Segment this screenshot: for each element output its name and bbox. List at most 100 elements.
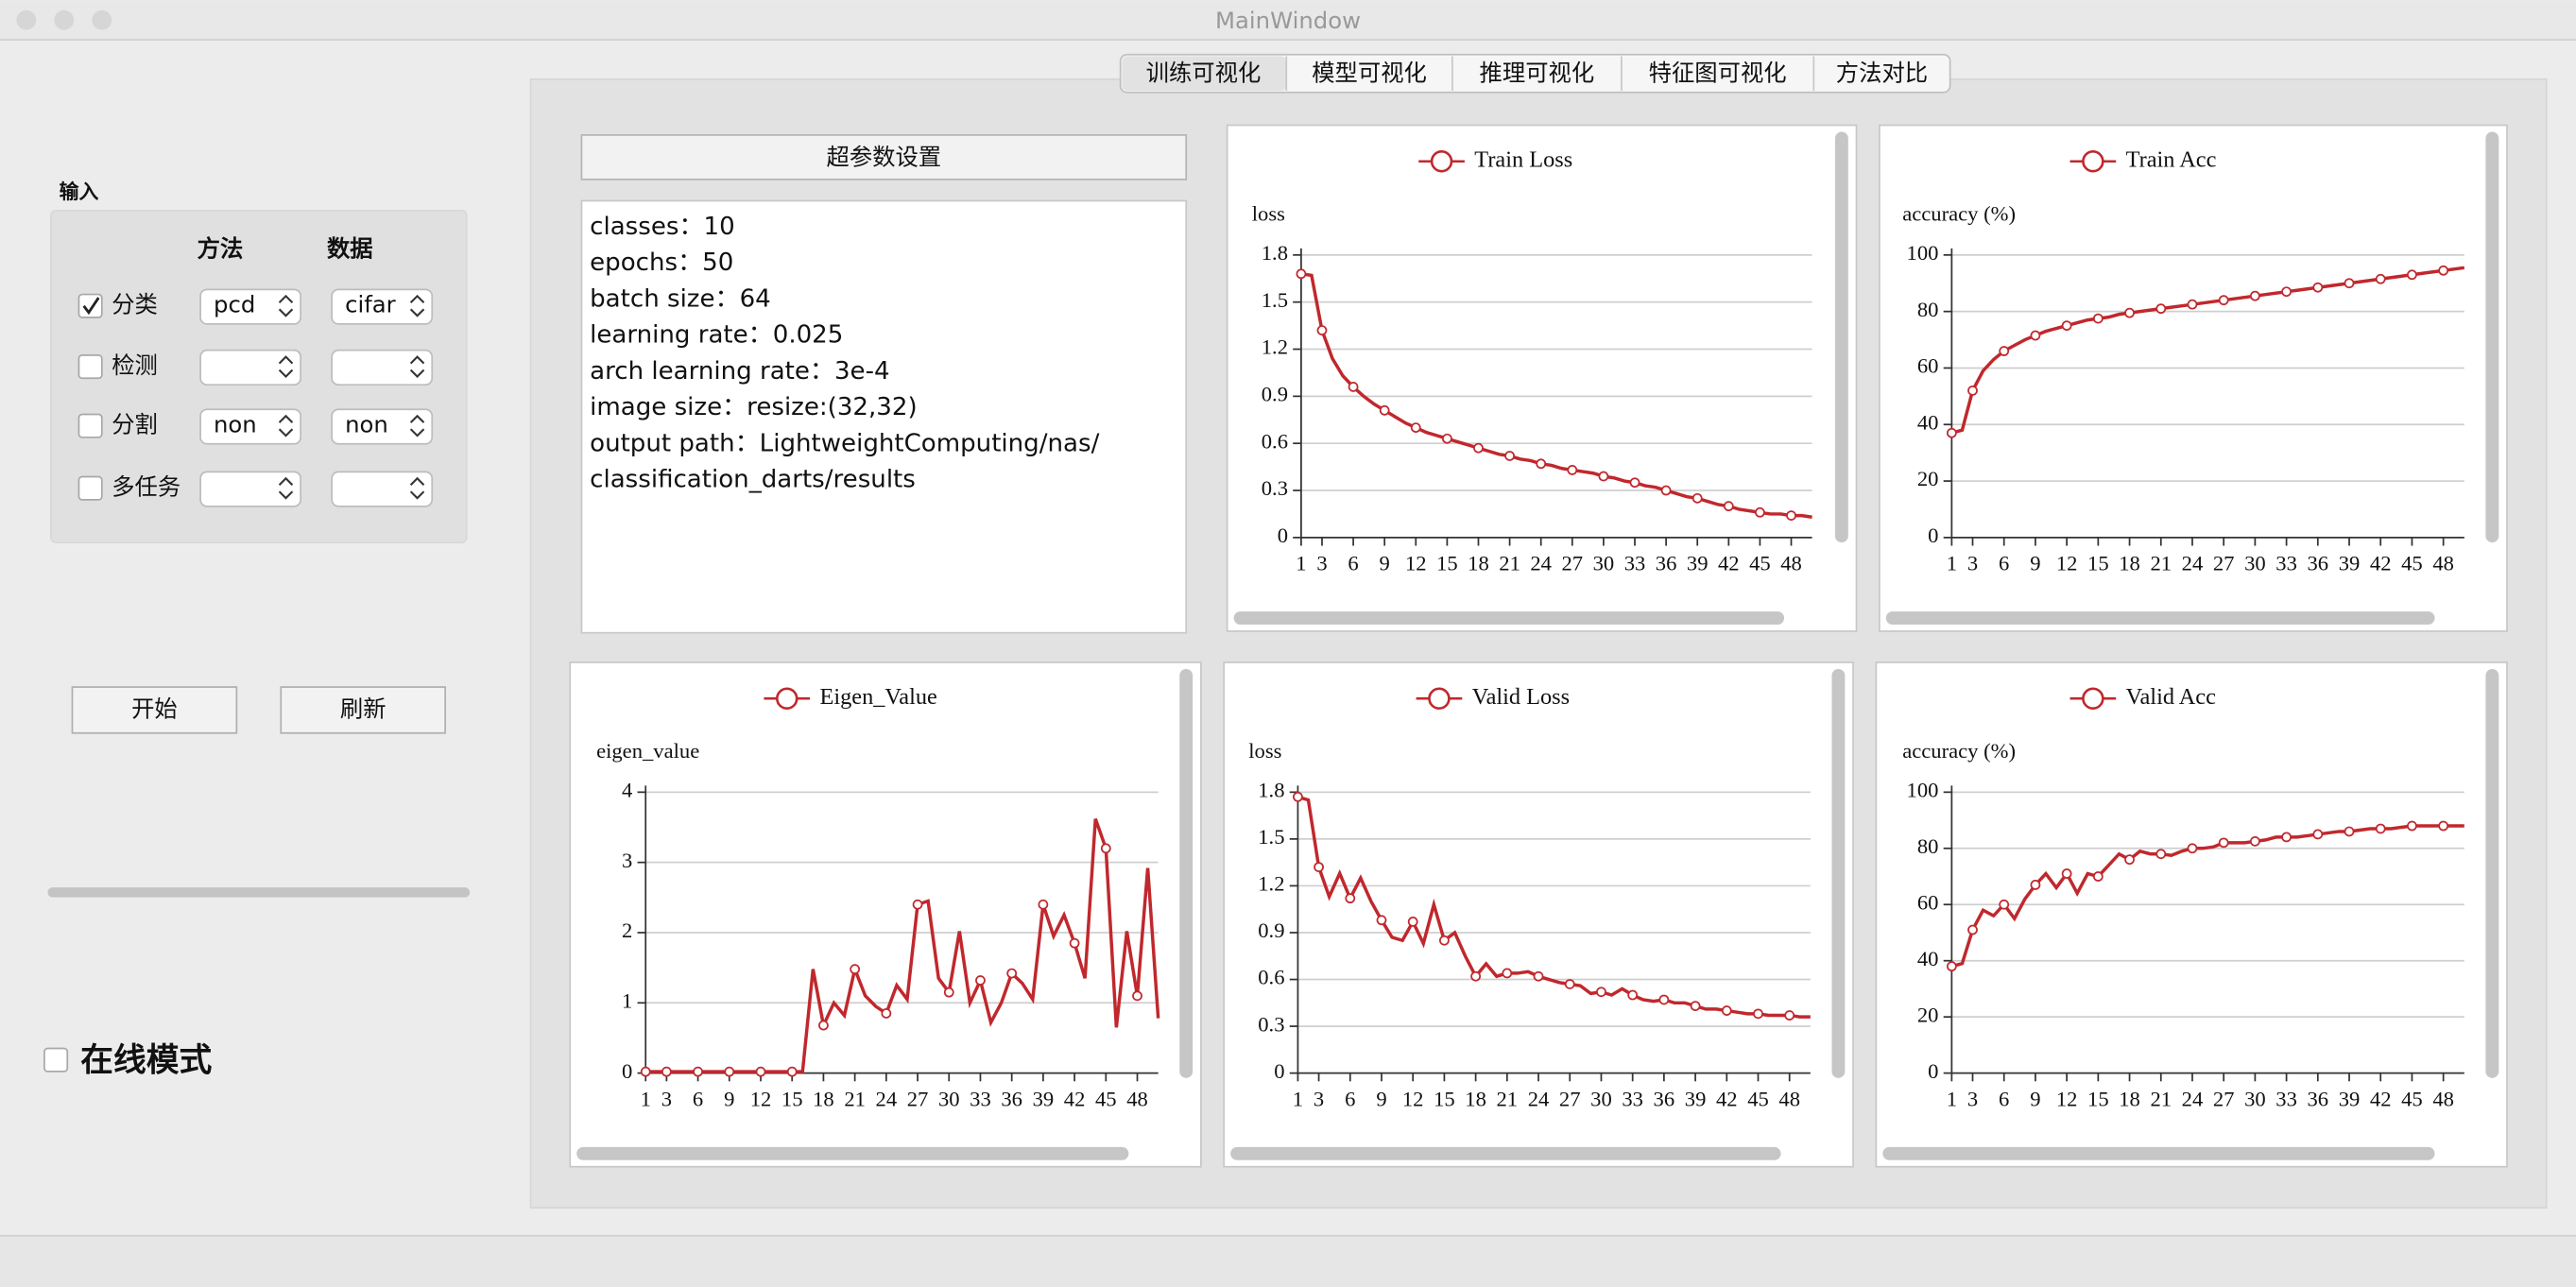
point-marker (1006, 968, 1018, 979)
row-label: 分割 (112, 411, 158, 438)
y-tick-label: 0 (1274, 1059, 1284, 1083)
point-marker (2124, 854, 2135, 866)
combo-value: non (214, 411, 257, 438)
point-marker (1316, 325, 1328, 335)
point-marker (1946, 427, 1957, 438)
combo-fade (269, 291, 286, 323)
v-scrollbar[interactable] (1834, 131, 1848, 543)
point-marker (2187, 843, 2198, 854)
row-checkbox[interactable] (77, 475, 103, 501)
x-tick-label: 9 (2030, 1087, 2040, 1110)
tab[interactable]: 训练可视化 (1146, 60, 1262, 87)
point-marker (1379, 404, 1390, 416)
y-tick-label: 40 (1917, 947, 1939, 970)
tab[interactable]: 方法对比 (1836, 60, 1928, 87)
point-marker (2092, 871, 2104, 882)
y-tick-label: 80 (1917, 834, 1939, 858)
point-marker (1410, 422, 1421, 433)
point-marker (1967, 924, 1978, 935)
chart-panel (1226, 124, 1858, 632)
tab[interactable]: 模型可视化 (1312, 60, 1427, 87)
combo-fade (269, 473, 286, 506)
point-marker (2375, 823, 2386, 834)
x-tick-label: 27 (1562, 552, 1584, 575)
x-tick-label: 33 (2275, 1087, 2297, 1110)
x-tick-label: 9 (1376, 1087, 1386, 1110)
legend-marker (776, 687, 799, 710)
x-tick-label: 9 (1380, 552, 1390, 575)
v-scrollbar[interactable] (1179, 668, 1194, 1078)
h-scrollbar[interactable] (1233, 611, 1785, 626)
v-scrollbar[interactable] (1831, 668, 1846, 1078)
row-checkbox[interactable] (77, 413, 103, 438)
point-marker (975, 975, 986, 986)
x-tick-label: 30 (1593, 552, 1615, 575)
y-axis-label: loss (1248, 739, 1281, 763)
legend-label: Eigen_Value (820, 684, 937, 710)
combo-value: non (345, 411, 388, 438)
y-tick-label: 1.5 (1262, 288, 1288, 312)
minimize-button[interactable] (54, 9, 75, 30)
hyperparam-button[interactable] (580, 134, 1188, 180)
check-mark (82, 297, 100, 316)
point-marker (1407, 917, 1418, 927)
point-marker (1598, 471, 1609, 482)
y-tick-label: 20 (1917, 467, 1939, 490)
hyperparam-line: output path：LightweightComputing/nas/ (590, 429, 1099, 457)
x-tick-label: 12 (2056, 552, 2078, 575)
row-checkbox[interactable] (77, 354, 103, 380)
point-marker (1967, 385, 1978, 396)
hyperparam-text (580, 199, 1188, 634)
point-marker (850, 964, 861, 975)
x-tick-label: 18 (2119, 1087, 2140, 1110)
x-tick-label: 42 (1064, 1087, 1086, 1110)
x-tick-label: 15 (1436, 552, 1458, 575)
x-tick-label: 27 (2213, 552, 2235, 575)
point-marker (1596, 987, 1606, 998)
point-marker (1567, 465, 1578, 475)
y-tick-label: 40 (1917, 410, 1939, 434)
y-tick-label: 0 (1928, 1059, 1938, 1083)
point-marker (1296, 268, 1307, 280)
zoom-button[interactable] (92, 9, 112, 30)
combo-arrows (278, 355, 294, 378)
y-tick-label: 0.6 (1262, 429, 1288, 453)
tab-selected (1122, 56, 1287, 91)
y-tick-label: 1.8 (1262, 241, 1288, 265)
y-tick-label: 3 (622, 849, 632, 872)
action-button[interactable] (71, 686, 238, 734)
point-marker (1069, 937, 1080, 949)
x-tick-label: 36 (1656, 552, 1677, 575)
x-tick-label: 21 (2150, 1087, 2172, 1110)
x-tick-label: 15 (2087, 1087, 2109, 1110)
v-scrollbar[interactable] (2485, 668, 2499, 1078)
x-tick-label: 1 (641, 1087, 651, 1110)
h-scrollbar[interactable] (1230, 1146, 1781, 1160)
online-checkbox[interactable] (43, 1047, 69, 1072)
point-marker (2061, 320, 2072, 331)
y-axis-label: accuracy (%) (1902, 201, 2016, 225)
h-scrollbar[interactable] (1885, 611, 2435, 626)
h-scrollbar[interactable] (576, 1146, 1129, 1160)
v-scrollbar[interactable] (2485, 131, 2499, 543)
tab[interactable]: 特征图可视化 (1649, 60, 1787, 87)
close-button[interactable] (16, 9, 37, 30)
y-tick-label: 0.9 (1258, 918, 1284, 942)
h-scrollbar[interactable] (1882, 1146, 2435, 1160)
x-tick-label: 1 (1296, 552, 1306, 575)
y-tick-label: 0.9 (1262, 383, 1288, 406)
x-tick-label: 3 (661, 1087, 672, 1110)
point-marker (1786, 510, 1796, 521)
slider[interactable] (47, 887, 471, 898)
point-marker (881, 1008, 892, 1019)
legend-label: Valid Loss (1472, 684, 1570, 710)
combo-fade (269, 410, 286, 443)
x-tick-label: 24 (2182, 1087, 2204, 1110)
point-marker (2249, 290, 2260, 301)
point-marker (1470, 970, 1482, 982)
x-tick-label: 36 (2308, 1087, 2329, 1110)
x-tick-label: 42 (2370, 552, 2392, 575)
action-button[interactable] (280, 686, 447, 734)
tab[interactable]: 推理可视化 (1480, 60, 1595, 87)
y-tick-label: 1.2 (1258, 872, 1284, 896)
